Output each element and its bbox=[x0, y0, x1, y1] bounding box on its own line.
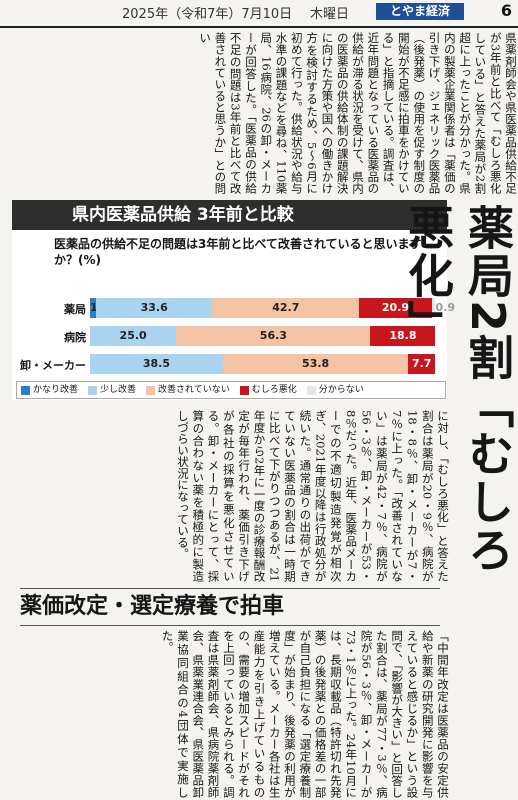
subheadline: 薬価改定・選定療養で拍車 bbox=[20, 588, 440, 626]
headline: 薬局2割「むしろ悪化」 bbox=[401, 204, 515, 575]
chart-row-label: 卸・メーカー bbox=[20, 359, 86, 372]
legend-item: むしろ悪化 bbox=[236, 382, 297, 398]
chart-bars: 薬局1.833.642.720.90.9病院25.056.318.8卸・メーカー… bbox=[12, 200, 455, 380]
chart-bar-segment: 56.3 bbox=[176, 326, 371, 346]
chart-bar-segment: 7.7 bbox=[408, 354, 435, 374]
legend-item: 少し改善 bbox=[84, 382, 136, 398]
legend-label: むしろ悪化 bbox=[251, 385, 297, 395]
chart-row-label: 病院 bbox=[64, 331, 86, 344]
chart-bar-unknown-fill bbox=[431, 298, 435, 318]
issue-weekday: 木曜日 bbox=[310, 7, 350, 22]
paper-name-badge: とやま経済 bbox=[376, 3, 464, 20]
chart-bar-segment: 20.9 bbox=[359, 298, 432, 318]
legend-item: 分からない bbox=[303, 382, 364, 398]
chart-bar-segment: 0.9 bbox=[431, 298, 455, 318]
legend-swatch bbox=[88, 385, 98, 395]
legend-item: 改善されていない bbox=[142, 382, 230, 398]
chart-legend: かなり改善 少し改善 改善されていない むしろ悪化 分からない bbox=[16, 381, 446, 399]
legend-swatch bbox=[239, 385, 249, 395]
chart-bar-segment: 53.8 bbox=[222, 354, 409, 374]
chart-bar-segment: 18.8 bbox=[370, 326, 436, 346]
article-body-top: 県薬剤師会や県医薬品供給不足が3年前と比べて「むしろ悪化している」と答えた薬局が… bbox=[198, 32, 518, 194]
legend-label: 改善されていない bbox=[158, 385, 230, 395]
chart-bar-segment: 33.6 bbox=[96, 298, 213, 318]
legend-label: かなり改善 bbox=[33, 385, 79, 395]
legend-label: 分からない bbox=[318, 385, 364, 395]
chart-bar-segment: 25.0 bbox=[90, 326, 177, 346]
chart-title: 県内医薬品供給 3年前と比較 bbox=[12, 200, 447, 230]
legend-swatch bbox=[146, 385, 156, 395]
chart-bar-segment: 42.7 bbox=[212, 298, 360, 318]
legend-swatch bbox=[21, 385, 30, 395]
chart-bar-segment: 38.5 bbox=[90, 354, 223, 374]
chart-question: 医薬品の供給不足の問題は3年前と比べて改善されていると思いますか？(%) bbox=[54, 237, 422, 267]
page-number: 6 bbox=[500, 1, 512, 20]
chart-row-label: 薬局 bbox=[64, 303, 86, 316]
page-header: 2025年（令和7年）7月10日 木曜日 とやま経済 6 bbox=[0, 0, 518, 28]
legend-label: 少し改善 bbox=[100, 385, 137, 395]
issue-date: 2025年（令和7年）7月10日 bbox=[122, 7, 293, 22]
legend-swatch bbox=[306, 385, 316, 395]
supply-chart: 県内医薬品供給 3年前と比較 医薬品の供給不足の問題は3年前と比べて改善されてい… bbox=[12, 200, 455, 400]
article-body-middle: に対し、「むしろ悪化」と答えた割合は薬局が20・9％、病院が18・8％、卸・メー… bbox=[175, 410, 450, 582]
chart-data-label: 0.9 bbox=[435, 301, 456, 314]
article-body-bottom: 「中間年改定は医薬品の安定供給や新薬の研究開発に影響を与えていると感じるか」とい… bbox=[160, 630, 450, 798]
legend-item: かなり改善 bbox=[17, 382, 78, 398]
